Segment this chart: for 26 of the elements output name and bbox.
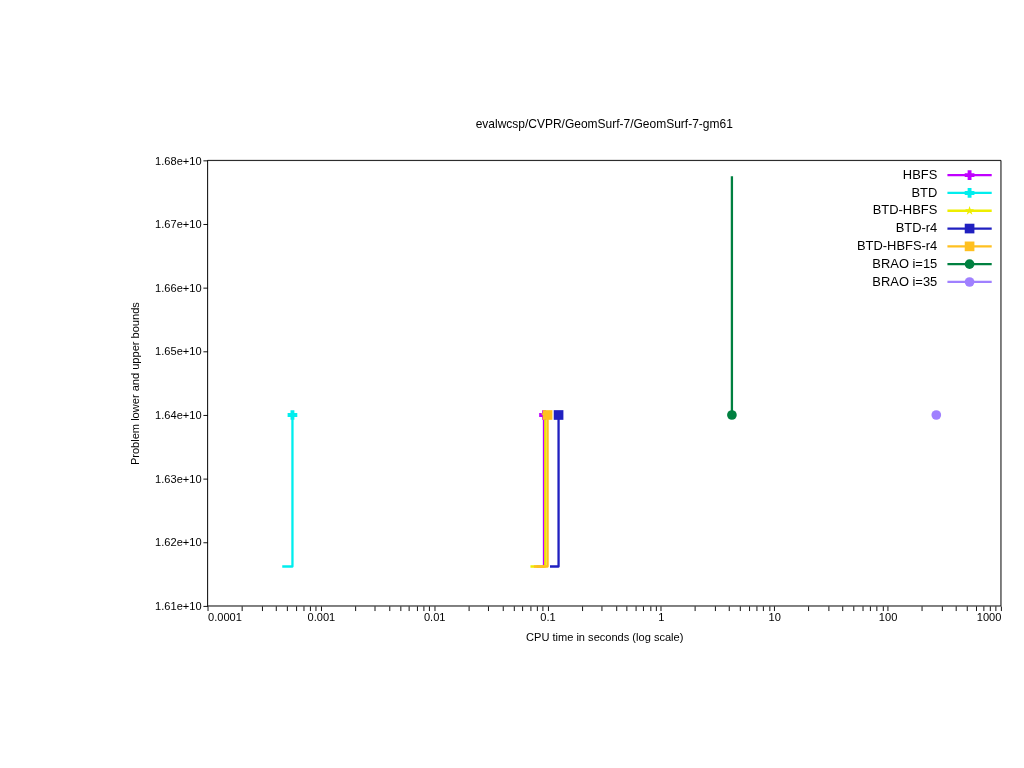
y-tick-label: 1.63e+10 [155,472,202,485]
y-tick-label: 1.62e+10 [155,536,202,549]
x-tick-label: 0.0001 [208,611,242,624]
legend-label: BTD-HBFS-r4 [856,238,938,254]
legend-label: BRAO i=15 [872,255,938,271]
x-tick-label: 100 [878,611,898,624]
x-tick-label: 1000 [976,611,1002,624]
x-tick-label: 0.01 [423,611,446,624]
y-tick-label: 1.67e+10 [155,218,202,231]
y-tick-label: 1.61e+10 [155,600,202,613]
x-tick-label: 0.1 [540,611,556,624]
y-tick-label: 1.64e+10 [155,409,202,422]
legend-label: HBFS [902,166,938,182]
x-axis-title: CPU time in seconds (log scale) [526,630,684,643]
y-tick-label: 1.66e+10 [155,281,202,294]
chart-title: evalwcsp/CVPR/GeomSurf-7/GeomSurf-7-gm61 [475,117,734,132]
legend-label: BRAO i=35 [872,273,938,289]
y-tick-label: 1.68e+10 [155,154,202,167]
legend-label: BTD-HBFS [872,202,938,218]
y-tick-label: 1.65e+10 [155,345,202,358]
legend-label: BTD-r4 [895,220,938,236]
legend-label: BTD [911,184,938,200]
y-axis-title: Problem lower and upper bounds [129,301,142,466]
x-tick-label: 10 [768,611,781,624]
x-tick-label: 0.001 [307,611,336,624]
x-tick-label: 1 [658,611,665,624]
